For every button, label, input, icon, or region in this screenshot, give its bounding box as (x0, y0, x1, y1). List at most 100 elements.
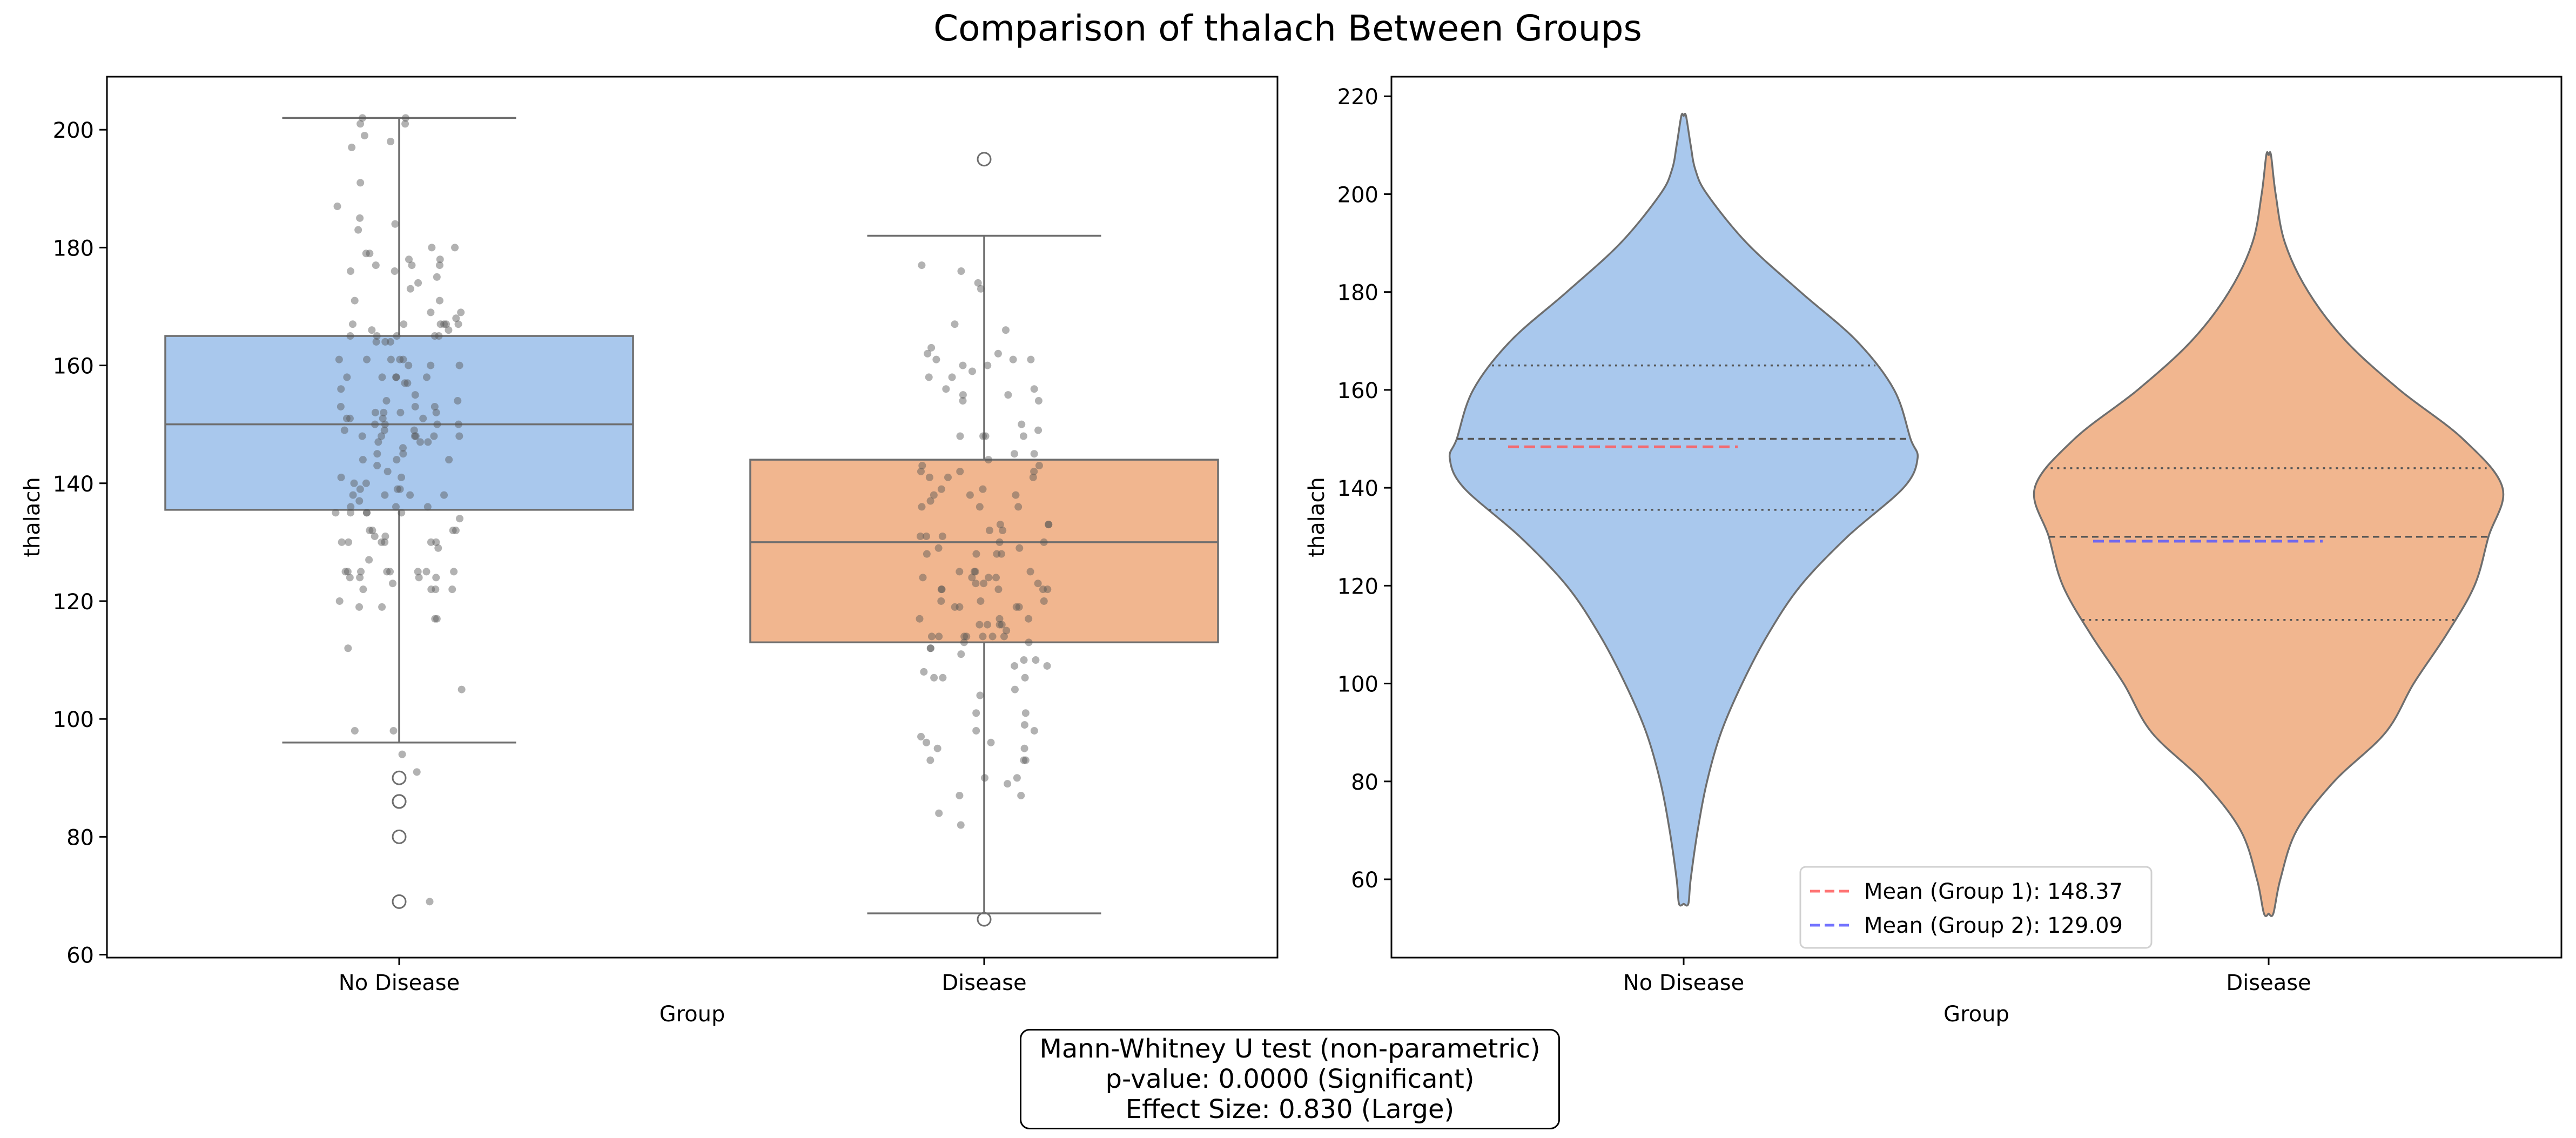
jitter-point (332, 509, 340, 517)
jitter-point (427, 361, 435, 369)
y-tick-label: 160 (1337, 379, 1378, 403)
y-axis-label: thalach (20, 477, 45, 557)
jitter-point (1021, 756, 1030, 764)
jitter-point (1025, 615, 1033, 623)
jitter-point (342, 414, 351, 422)
jitter-point (1018, 420, 1026, 428)
jitter-point (918, 462, 926, 470)
jitter-point (1012, 603, 1020, 611)
y-tick-label: 60 (1351, 868, 1378, 893)
jitter-point (381, 538, 389, 546)
jitter-point (445, 326, 453, 334)
jitter-point (432, 538, 440, 546)
jitter-point (994, 349, 1002, 358)
jitter-point (979, 632, 987, 641)
jitter-point (980, 580, 988, 588)
jitter-point (373, 450, 381, 458)
jitter-point (977, 285, 985, 293)
jitter-point (981, 432, 990, 440)
y-tick-label: 60 (66, 944, 94, 968)
iqr-box (749, 459, 1219, 644)
jitter-point (930, 674, 938, 682)
stats-summary-box: Mann-Whitney U test (non-parametric) p-v… (1020, 1029, 1560, 1129)
jitter-point (454, 320, 462, 328)
y-tick-label: 140 (53, 472, 94, 497)
jitter-point (1034, 426, 1042, 434)
jitter-point (389, 726, 398, 735)
jitter-point (977, 597, 985, 605)
jitter-point (1010, 450, 1018, 458)
jitter-point (994, 585, 1003, 594)
jitter-point (372, 261, 380, 270)
jitter-point (350, 479, 358, 487)
jitter-point (392, 373, 400, 381)
jitter-point (442, 320, 450, 328)
jitter-point (1020, 656, 1028, 664)
jitter-point (380, 426, 388, 434)
jitter-point (972, 580, 980, 588)
jitter-point (399, 355, 407, 363)
jitter-point (992, 574, 1000, 582)
jitter-point (959, 397, 967, 405)
jitter-point (355, 603, 364, 611)
jitter-point (1027, 355, 1035, 363)
test-name-text: Mann-Whitney U test (non-parametric) (1039, 1034, 1541, 1064)
jitter-point (1000, 632, 1008, 641)
jitter-point (351, 726, 359, 735)
jitter-point (435, 261, 443, 270)
jitter-point (1030, 450, 1038, 458)
jitter-point (398, 750, 406, 758)
jitter-point (960, 638, 968, 647)
jitter-point (380, 408, 388, 416)
jitter-point (414, 279, 422, 287)
y-tick-label: 80 (66, 825, 94, 850)
jitter-point (427, 308, 435, 317)
jitter-point (356, 574, 364, 582)
jitter-point (337, 473, 345, 481)
jitter-point (948, 373, 956, 381)
jitter-point (401, 379, 409, 387)
jitter-point (987, 738, 995, 746)
outlier-point (392, 894, 407, 909)
jitter-point (362, 509, 371, 517)
jitter-point (433, 273, 441, 281)
jitter-point (1001, 326, 1010, 334)
jitter-point (1043, 662, 1051, 670)
jitter-point (448, 585, 456, 594)
jitter-point (431, 402, 439, 410)
jitter-point (996, 538, 1004, 546)
effect-size-text: Effect Size: 0.830 (Large) (1125, 1094, 1455, 1124)
jitter-point (449, 527, 457, 535)
jitter-point (357, 120, 365, 128)
jitter-point (917, 732, 925, 740)
legend-entry: Mean (Group 1): 148.37 (1864, 879, 2123, 904)
jitter-point (363, 355, 371, 363)
jitter-point (1011, 662, 1019, 670)
jitter-point (974, 279, 982, 287)
jitter-point (346, 574, 354, 582)
jitter-point (396, 485, 404, 493)
jitter-point (455, 432, 463, 440)
jitter-point (355, 497, 364, 505)
jitter-point (918, 503, 926, 511)
jitter-point (427, 585, 435, 594)
jitter-point (927, 632, 936, 641)
jitter-point (341, 568, 349, 576)
jitter-point (938, 532, 946, 540)
jitter-point (1025, 638, 1033, 647)
jitter-point (972, 726, 980, 735)
jitter-point (956, 432, 964, 440)
boxplot-panel: 60 80 100 120 140 160 180 200 No Disease Disease G… (20, 76, 1279, 1027)
jitter-point (1040, 597, 1048, 605)
jitter-point (381, 491, 389, 499)
jitter-point (348, 320, 357, 328)
x-axis-label: Group (660, 1002, 725, 1027)
jitter-point (392, 373, 400, 381)
jitter-point (972, 550, 980, 558)
jitter-point (1039, 585, 1047, 594)
jitter-point (984, 361, 992, 369)
jitter-point (359, 114, 367, 122)
y-tick-label: 80 (1351, 770, 1378, 795)
jitter-point (999, 527, 1007, 535)
